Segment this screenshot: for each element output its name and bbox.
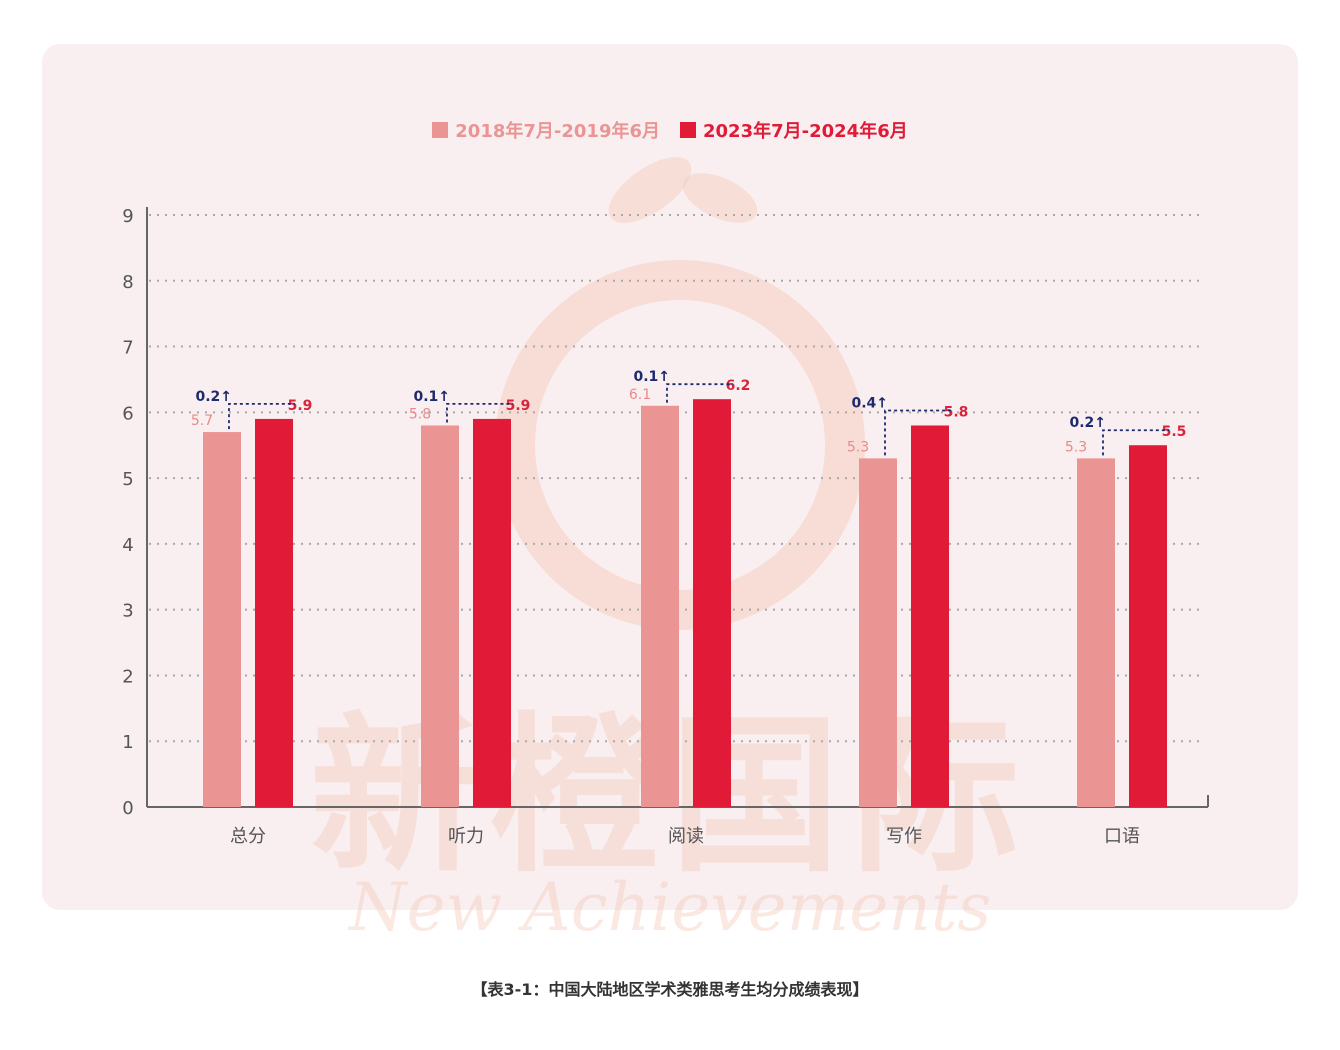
- legend-swatch-series-1: [432, 122, 449, 138]
- delta-label: 0.1↑: [633, 369, 670, 385]
- x-tick-label: 写作: [886, 826, 922, 847]
- data-label-series-1: 5.3: [847, 439, 869, 455]
- y-tick-label: 8: [122, 272, 133, 293]
- legend-item-series-2: 2023年7月-2024年6月: [680, 117, 908, 143]
- data-label-series-2: 6.2: [726, 378, 751, 394]
- x-tick-label: 阅读: [668, 826, 704, 847]
- data-label-series-2: 5.9: [506, 398, 531, 414]
- watermark-leaf-left: [608, 157, 692, 223]
- bar-series-1: [1077, 458, 1115, 807]
- data-label-series-1: 5.7: [191, 413, 213, 429]
- bar-series-2: [255, 418, 293, 807]
- delta-label: 0.2↑: [1069, 415, 1106, 431]
- x-tick-label: 口语: [1104, 826, 1140, 847]
- bar-series-2: [473, 418, 511, 807]
- y-tick-label: 4: [122, 535, 133, 556]
- axes: 0 1 2 3 4 5 6 7 8 9 总分 听力 阅读 写作 口语: [122, 206, 1209, 847]
- delta-label: 0.4↑: [851, 395, 888, 411]
- bar-series-1: [421, 425, 459, 807]
- delta-label: 0.1↑: [413, 389, 450, 405]
- bar-series-1: [859, 458, 897, 807]
- legend-label-series-2: 2023年7月-2024年6月: [703, 121, 908, 142]
- y-tick-label: 3: [122, 601, 133, 622]
- delta-bracket: [446, 403, 513, 423]
- y-tick-label: 6: [122, 403, 133, 424]
- delta-bracket: [666, 383, 733, 403]
- legend-item-series-1: 2018年7月-2019年6月: [432, 117, 660, 143]
- watermark-en-text: New Achievements: [347, 869, 991, 946]
- y-tick-label: 1: [122, 732, 133, 753]
- y-tick-label: 0: [122, 798, 133, 819]
- y-tick-label: 2: [122, 666, 133, 687]
- delta-bracket: [884, 409, 951, 456]
- bar-series-1: [203, 432, 241, 807]
- delta-label: 0.2↑: [195, 389, 232, 405]
- legend: 2018年7月-2019年6月 2023年7月-2024年6月: [0, 117, 1340, 143]
- delta-bracket: [228, 403, 295, 430]
- data-label-series-2: 5.9: [288, 398, 313, 414]
- data-labels: 5.7 5.9 0.2↑ 5.8 5.9 0.1↑ 6.1 6.2 0.1↑ 5.3 5.8 0.4↑…: [191, 369, 1187, 456]
- data-label-series-1: 5.3: [1065, 439, 1087, 455]
- data-label-series-2: 5.5: [1162, 424, 1187, 440]
- x-tick-label: 听力: [448, 826, 484, 847]
- bar-series-2: [693, 399, 731, 807]
- bar-series-1: [641, 405, 679, 807]
- y-tick-label: 5: [122, 469, 133, 490]
- watermark-leaf-right: [682, 173, 758, 223]
- bar-series-2: [911, 425, 949, 807]
- bar-series-2: [1129, 445, 1167, 807]
- legend-label-series-1: 2018年7月-2019年6月: [455, 121, 660, 142]
- y-tick-label: 9: [122, 206, 133, 227]
- delta-bracket: [1102, 429, 1169, 456]
- x-tick-label: 总分: [230, 826, 266, 847]
- watermark-orange-ring: [495, 260, 865, 630]
- data-label-series-1: 5.8: [409, 406, 431, 422]
- chart-caption: 【表3-1：中国大陆地区学术类雅思考生均分成绩表现】: [471, 980, 869, 999]
- data-label-series-1: 6.1: [629, 387, 651, 403]
- bars: [203, 399, 1167, 807]
- data-label-series-2: 5.8: [944, 404, 969, 420]
- y-tick-label: 7: [122, 338, 133, 359]
- legend-swatch-series-2: [680, 122, 696, 138]
